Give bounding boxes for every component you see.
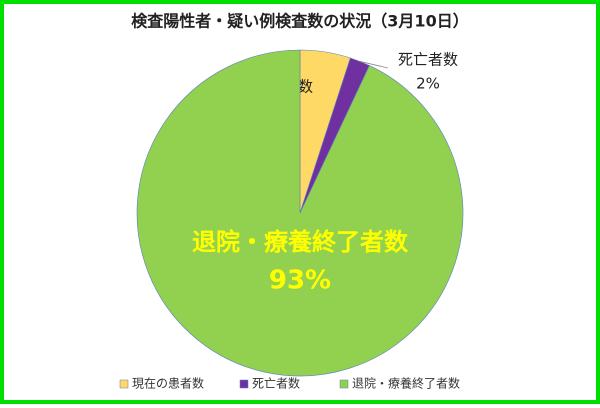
pie-slice bbox=[136, 49, 464, 377]
slice-label: 死亡者数 bbox=[398, 51, 458, 69]
legend-label: 現在の患者数 bbox=[132, 376, 204, 391]
slice-value-label: 2% bbox=[416, 75, 440, 93]
legend-swatch bbox=[339, 379, 349, 389]
leader-line bbox=[359, 61, 389, 69]
slice-label: 退院・療養終了者数 bbox=[192, 228, 409, 256]
slice-value-label: 93% bbox=[269, 266, 331, 296]
chart-title: 検査陽性者・疑い例検査数の状況（3月10日） bbox=[131, 12, 468, 31]
legend-label: 死亡者数 bbox=[252, 376, 300, 391]
legend-label: 退院・療養終了者数 bbox=[352, 376, 460, 391]
legend-swatch bbox=[119, 379, 129, 389]
legend-swatch bbox=[239, 379, 249, 389]
